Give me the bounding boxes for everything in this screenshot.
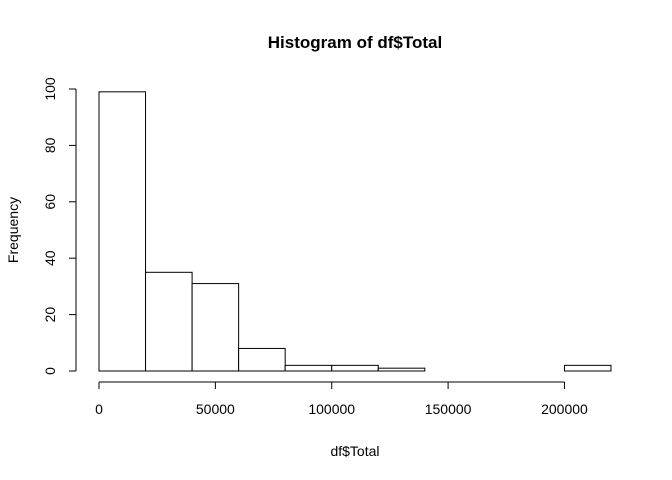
x-tick-label: 50000 (196, 401, 235, 417)
y-tick-label: 0 (42, 367, 58, 375)
histogram-bar (238, 347, 286, 372)
histogram-bar (377, 367, 426, 372)
x-tick-label: 100000 (308, 401, 355, 417)
histogram-bar (563, 364, 612, 372)
x-axis: 0 50000 100000 150000 200000 (95, 381, 588, 417)
y-axis-label: Frequency (5, 197, 21, 263)
y-tick-label: 60 (42, 194, 58, 210)
y-axis: 0 20 40 60 80 100 (42, 77, 77, 375)
chart-title: Histogram of df$Total (268, 33, 442, 52)
x-tick-label: 0 (95, 401, 103, 417)
histogram-bar (191, 283, 240, 372)
x-axis-label: df$Total (330, 443, 379, 459)
y-tick-label: 100 (42, 77, 58, 101)
x-tick-label: 200000 (541, 401, 588, 417)
histogram-bar (98, 91, 147, 372)
histogram-bar (331, 364, 379, 372)
histogram-bar (284, 364, 333, 372)
x-tick-label: 150000 (425, 401, 472, 417)
histogram-bar (145, 271, 193, 372)
y-tick-label: 20 (42, 307, 58, 323)
y-tick-label: 80 (42, 137, 58, 153)
bars-group (98, 91, 612, 372)
y-tick-label: 40 (42, 250, 58, 266)
